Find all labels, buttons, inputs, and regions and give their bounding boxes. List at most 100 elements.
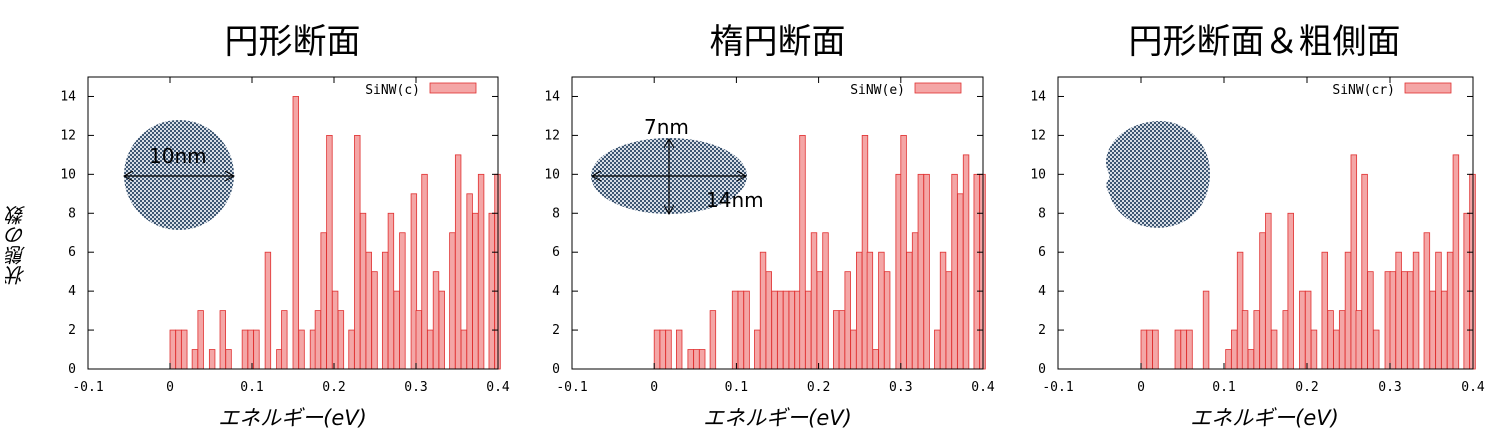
bar (1441, 290, 1448, 370)
bar (1247, 349, 1255, 370)
bar (225, 349, 232, 370)
bar (822, 232, 829, 370)
legend-swatch (914, 82, 962, 94)
y-tick-label: 0 (68, 362, 76, 377)
major-axis-annotation: 14nm (706, 188, 764, 212)
bar (326, 134, 333, 370)
bar (1333, 329, 1340, 370)
bar (856, 251, 863, 370)
bar (320, 232, 327, 370)
bar (1152, 329, 1159, 370)
bar (253, 329, 260, 370)
plot-frame (87, 76, 499, 370)
y-tick-label: 6 (552, 245, 560, 260)
y-tick-label: 12 (1030, 128, 1046, 143)
circular-cross-section-inset: 10nm (124, 120, 234, 230)
bar (805, 290, 812, 370)
bar (838, 310, 846, 370)
x-tick-label: 0.1 (240, 380, 263, 395)
chart-title-3: 円形断面＆粗側面 (1128, 22, 1401, 62)
bar (1304, 290, 1312, 370)
bar (844, 271, 851, 370)
y-tick-label: 2 (552, 323, 560, 338)
bar (438, 290, 445, 370)
x-axis-label-1: エネルギー(eV) (218, 406, 367, 430)
plot-frame (1057, 76, 1474, 370)
bar (264, 251, 272, 370)
y-tick-label: 14 (544, 89, 560, 104)
bar (771, 290, 778, 370)
bar (799, 134, 806, 370)
bar (472, 212, 479, 370)
bar (1299, 290, 1306, 370)
bar (687, 349, 694, 370)
bar (693, 349, 700, 370)
chart-panel-elliptical: 0 2 4 6 8 10 12 14 -0.1 0 0.1 0.2 0.3 0.4 SiNW(e) (544, 76, 995, 395)
bar (1146, 329, 1153, 370)
bar (675, 329, 683, 370)
y-tick-label: 10 (544, 167, 560, 182)
bar (292, 96, 299, 370)
bar (653, 329, 661, 370)
bar (191, 349, 199, 370)
x-tick-label: 0.2 (1295, 380, 1318, 395)
bar (906, 251, 913, 370)
bar (1355, 310, 1363, 370)
bar (1429, 290, 1436, 370)
bar (381, 251, 389, 370)
bar (466, 193, 473, 370)
bar (421, 173, 428, 370)
bar (169, 329, 176, 370)
bar (354, 134, 361, 370)
bar (759, 251, 767, 370)
bar (477, 173, 485, 370)
legend-label: SiNW(c) (365, 83, 420, 98)
bar (945, 271, 952, 370)
bar (962, 154, 970, 370)
bar (1140, 329, 1148, 370)
y-tick-label: 6 (68, 245, 76, 260)
x-tick-label: -0.1 (72, 380, 103, 395)
minor-axis-annotation: 7nm (644, 115, 689, 139)
bar (1373, 329, 1380, 370)
bar (281, 310, 288, 370)
x-tick-label: 0 (650, 380, 658, 395)
y-tick-label: 14 (60, 89, 76, 104)
bar (1241, 310, 1249, 370)
diameter-annotation: 10nm (149, 144, 207, 168)
bar (1253, 310, 1260, 370)
elliptical-cross-section-inset: 7nm 14nm (591, 115, 764, 214)
x-tick-label: 0 (1137, 380, 1145, 395)
y-tick-label: 4 (552, 284, 560, 299)
x-tick-label: 0.2 (322, 380, 345, 395)
bar (399, 232, 406, 370)
bar (247, 329, 254, 370)
bar (731, 290, 739, 370)
legend-swatch (1404, 82, 1452, 94)
x-tick-label: 0.4 (971, 380, 995, 395)
x-tick-label: 0.2 (807, 380, 830, 395)
x-tick-label: 0.4 (486, 380, 510, 395)
bar (1180, 329, 1187, 370)
bar (765, 271, 772, 370)
chart-panel-circular: 0 2 4 6 8 10 12 14 -0.1 0 0.1 0.2 0.3 0.4 SiNW(c) (60, 76, 510, 395)
bar (850, 329, 857, 370)
y-tick-label: 0 (1038, 362, 1046, 377)
bar (1265, 212, 1272, 370)
bar (181, 329, 188, 370)
y-tick-label: 6 (1038, 245, 1046, 260)
bar (782, 290, 790, 370)
bar (900, 134, 907, 370)
bar (810, 232, 818, 370)
bar (393, 290, 400, 370)
y-tick-label: 14 (1030, 89, 1046, 104)
bar (365, 251, 372, 370)
x-axis-label-3: エネルギー(eV) (1190, 406, 1339, 430)
rough-cross-section-inset (1106, 120, 1210, 228)
bar (951, 173, 958, 370)
x-tick-label: 0.3 (889, 380, 912, 395)
legend-label: SiNW(cr) (1332, 83, 1395, 98)
y-tick-label: 2 (1038, 323, 1046, 338)
bar (957, 193, 964, 370)
